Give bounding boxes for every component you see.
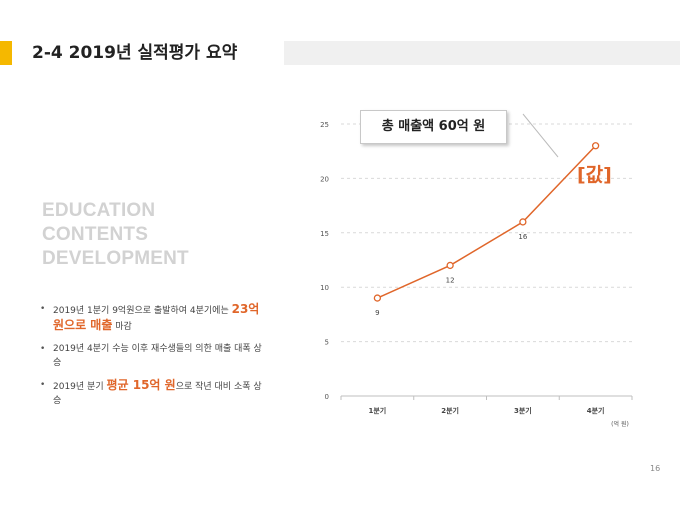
bullet-highlight: 23억 원으로 매출 <box>53 302 260 332</box>
value-tag: [값] <box>577 164 612 186</box>
x-tick-label: 1분기 <box>368 406 386 415</box>
y-tick-label: 0 <box>325 393 329 401</box>
bullet-item: 2019년 4분기 수능 이후 재수생들의 의한 매출 대폭 상승 <box>38 342 268 370</box>
summary-bullets: 2019년 1분기 9억원으로 출발하여 4분기에는 23억 원으로 매출 마감… <box>38 302 268 416</box>
data-point <box>519 218 527 226</box>
watermark-line: EDUCATION <box>42 200 156 221</box>
y-tick-label: 5 <box>325 339 329 347</box>
data-label: 12 <box>446 276 455 284</box>
y-tick-label: 10 <box>320 284 329 292</box>
series-line <box>377 145 597 299</box>
x-tick-label: 4분기 <box>587 406 605 415</box>
bullet-item: 2019년 분기 평균 15억 원으로 작년 대비 소폭 상승 <box>38 378 268 408</box>
bullet-text: 2019년 4분기 수능 이후 재수생들의 의한 매출 대폭 상승 <box>53 344 262 368</box>
unit-label: (억 원) <box>611 420 629 428</box>
page-title: 2-4 2019년 실적평가 요약 <box>32 43 238 63</box>
data-point <box>373 294 382 302</box>
bullet-item: 2019년 1분기 9억원으로 출발하여 4분기에는 23억 원으로 매출 마감 <box>38 302 268 334</box>
total-sales-callout: 총 매출액 60억 원 <box>360 110 507 144</box>
data-label: 9 <box>375 309 379 317</box>
bullet-text: 2019년 1분기 9억원으로 출발하여 4분기에는 <box>53 306 232 316</box>
data-point <box>591 142 600 150</box>
bullet-text: 2019년 분기 <box>53 382 107 392</box>
data-point <box>446 261 454 270</box>
y-tick-label: 15 <box>320 230 329 238</box>
x-tick-label: 2분기 <box>441 406 459 415</box>
callout-leader-line <box>522 113 559 158</box>
data-label: 16 <box>518 233 527 241</box>
watermark-line: DEVELOPMENT <box>42 248 189 269</box>
bullet-text: 마감 <box>112 322 132 332</box>
watermark-line: CONTENTS <box>42 224 149 245</box>
watermark-text: EDUCATION CONTENTS DEVELOPMENT <box>42 199 189 271</box>
title-accent-bar <box>0 41 12 65</box>
bullet-text: 으로 작년 대비 소폭 상승 <box>53 382 262 406</box>
title-band <box>284 41 680 65</box>
x-tick-label: 3분기 <box>514 406 532 415</box>
y-tick-label: 20 <box>320 175 329 183</box>
page-number: 16 <box>650 464 661 473</box>
bullet-highlight: 평균 15억 원 <box>106 378 176 392</box>
y-tick-label: 25 <box>320 121 329 129</box>
